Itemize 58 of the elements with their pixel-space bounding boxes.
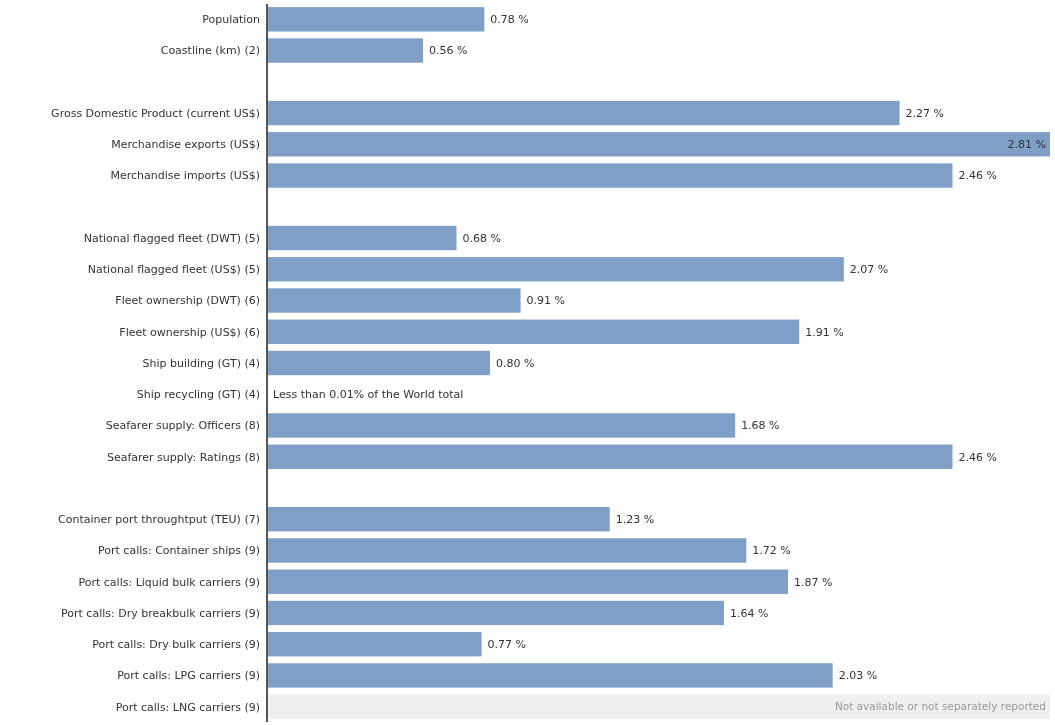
data-label: 2.46 % [958, 450, 997, 464]
y-tick-label: Ship recycling (GT) (4) [136, 388, 260, 402]
y-tick-label: Port calls: Dry bulk carriers (9) [92, 638, 260, 652]
y-tick-label: Seafarer supply: Ratings (8) [106, 450, 260, 464]
y-tick-label: Population [202, 13, 261, 27]
bar [267, 100, 900, 126]
bar [267, 132, 1050, 157]
data-label: 1.91 % [805, 325, 844, 339]
data-label: 0.68 % [462, 231, 501, 245]
bar [267, 257, 844, 282]
y-tick-label: Port calls: Dry breakbulk carriers (9) [61, 606, 260, 620]
data-label: 0.78 % [490, 13, 529, 27]
bar [267, 288, 521, 313]
data-label: 0.91 % [526, 294, 566, 308]
bar [267, 600, 724, 626]
data-label: 1.87 % [794, 575, 833, 589]
bar [267, 7, 485, 32]
data-label: 2.81 % [1007, 138, 1046, 152]
bar [267, 507, 610, 532]
bar [267, 444, 953, 469]
y-tick-label: Merchandise imports (US$) [110, 169, 260, 183]
data-label: 2.46 % [958, 169, 997, 183]
y-tick-label: Port calls: LPG carriers (9) [117, 669, 260, 683]
y-tick-label: Fleet ownership (US$) (6) [119, 325, 260, 339]
data-label: 1.64 % [729, 606, 769, 620]
bar [267, 38, 424, 63]
band-label: Not available or not separately reported [834, 700, 1046, 713]
y-tick-label: Coastline (km) (2) [160, 44, 260, 58]
bar [267, 538, 747, 563]
bar [267, 163, 953, 188]
y-tick-label: Port calls: LNG carriers (9) [115, 700, 260, 714]
y-tick-label: Gross Domestic Product (current US$) [51, 106, 260, 120]
y-tick-label: National flagged fleet (US$) (5) [87, 263, 260, 277]
bar [267, 319, 800, 344]
bar [267, 632, 482, 657]
data-label: 0.80 % [495, 356, 535, 370]
y-tick-label: Port calls: Liquid bulk carriers (9) [78, 575, 260, 589]
y-tick-label: Port calls: Container ships (9) [98, 544, 260, 558]
y-tick-label: Ship building (GT) (4) [142, 356, 260, 370]
y-tick-label: Seafarer supply: Officers (8) [105, 419, 260, 433]
data-label: Less than 0.01% of the World total [273, 388, 464, 402]
data-label: 2.03 % [838, 669, 878, 683]
bar [267, 225, 457, 251]
data-label: 0.56 % [429, 44, 468, 58]
bar [267, 569, 789, 594]
y-tick-label: National flagged fleet (DWT) (5) [83, 231, 260, 245]
data-label: 1.23 % [615, 513, 655, 527]
bar [267, 663, 833, 688]
data-label: 1.68 % [741, 419, 780, 433]
y-tick-label: Container port throughtput (TEU) (7) [58, 513, 260, 527]
data-label: 2.27 % [905, 106, 944, 120]
data-label: 2.07 % [849, 263, 889, 277]
bar [267, 413, 736, 438]
y-tick-label: Merchandise exports (US$) [111, 138, 260, 152]
data-label: 0.77 % [487, 638, 527, 652]
bar [267, 350, 490, 376]
y-tick-label: Fleet ownership (DWT) (6) [115, 294, 260, 308]
data-label: 1.72 % [752, 544, 791, 558]
